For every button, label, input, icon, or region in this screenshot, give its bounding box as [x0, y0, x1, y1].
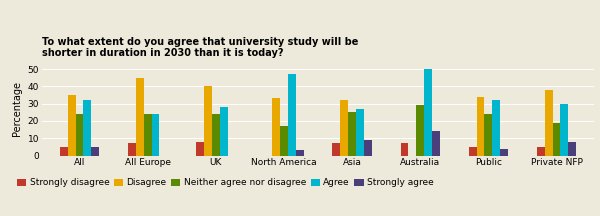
Bar — [296, 150, 304, 156]
Bar — [416, 105, 424, 156]
Bar — [340, 100, 348, 156]
Bar — [356, 109, 364, 156]
Bar — [60, 147, 68, 156]
Bar — [553, 123, 560, 156]
Bar — [348, 112, 356, 156]
Bar — [212, 114, 220, 156]
Bar — [492, 100, 500, 156]
Bar — [128, 143, 136, 156]
Bar — [560, 104, 568, 156]
Bar — [220, 107, 227, 156]
Bar — [152, 114, 160, 156]
Bar — [332, 143, 340, 156]
Bar — [196, 142, 204, 156]
Bar — [424, 69, 432, 156]
Bar — [136, 78, 144, 156]
Legend: Strongly disagree, Disagree, Neither agree nor disagree, Agree, Strongly agree: Strongly disagree, Disagree, Neither agr… — [13, 175, 437, 191]
Bar — [280, 126, 288, 156]
Bar — [500, 149, 508, 156]
Bar — [537, 147, 545, 156]
Bar — [91, 147, 99, 156]
Bar — [545, 90, 553, 156]
Text: To what extent do you agree that university study will be
shorter in duration in: To what extent do you agree that univers… — [42, 37, 358, 58]
Bar — [76, 114, 83, 156]
Bar — [68, 95, 76, 156]
Bar — [476, 97, 484, 156]
Bar — [204, 86, 212, 156]
Bar — [432, 131, 440, 156]
Bar — [83, 100, 91, 156]
Bar — [484, 114, 492, 156]
Bar — [272, 98, 280, 156]
Bar — [144, 114, 152, 156]
Bar — [288, 74, 296, 156]
Bar — [401, 143, 409, 156]
Bar — [568, 142, 576, 156]
Bar — [364, 140, 371, 156]
Y-axis label: Percentage: Percentage — [12, 81, 22, 135]
Bar — [469, 147, 476, 156]
